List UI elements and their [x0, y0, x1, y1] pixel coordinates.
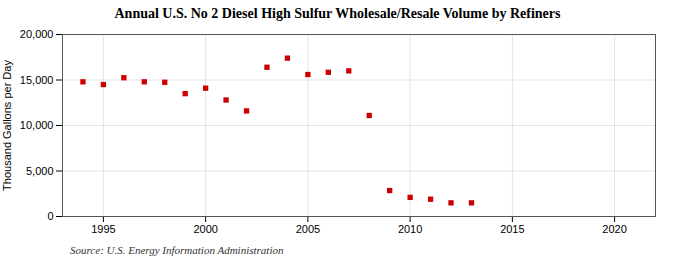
svg-text:0: 0 [47, 210, 53, 222]
svg-text:5,000: 5,000 [26, 165, 54, 177]
svg-text:1995: 1995 [91, 223, 115, 235]
svg-text:2000: 2000 [193, 223, 217, 235]
svg-text:2010: 2010 [398, 223, 422, 235]
svg-text:2015: 2015 [500, 223, 524, 235]
svg-text:Thousand Gallons per Day: Thousand Gallons per Day [1, 60, 13, 191]
html-text:Source: U.S. Energy Informatio: Source: U.S. Energy Information Administ… [70, 244, 284, 256]
html-text:Annual U.S. No 2 Diesel High S: Annual U.S. No 2 Diesel High Sulfur Whol… [114, 6, 561, 21]
svg-text:2020: 2020 [602, 223, 626, 235]
svg-text:20,000: 20,000 [20, 28, 54, 40]
svg-text:10,000: 10,000 [20, 119, 54, 131]
svg-text:15,000: 15,000 [20, 74, 54, 86]
svg-text:2005: 2005 [296, 223, 320, 235]
